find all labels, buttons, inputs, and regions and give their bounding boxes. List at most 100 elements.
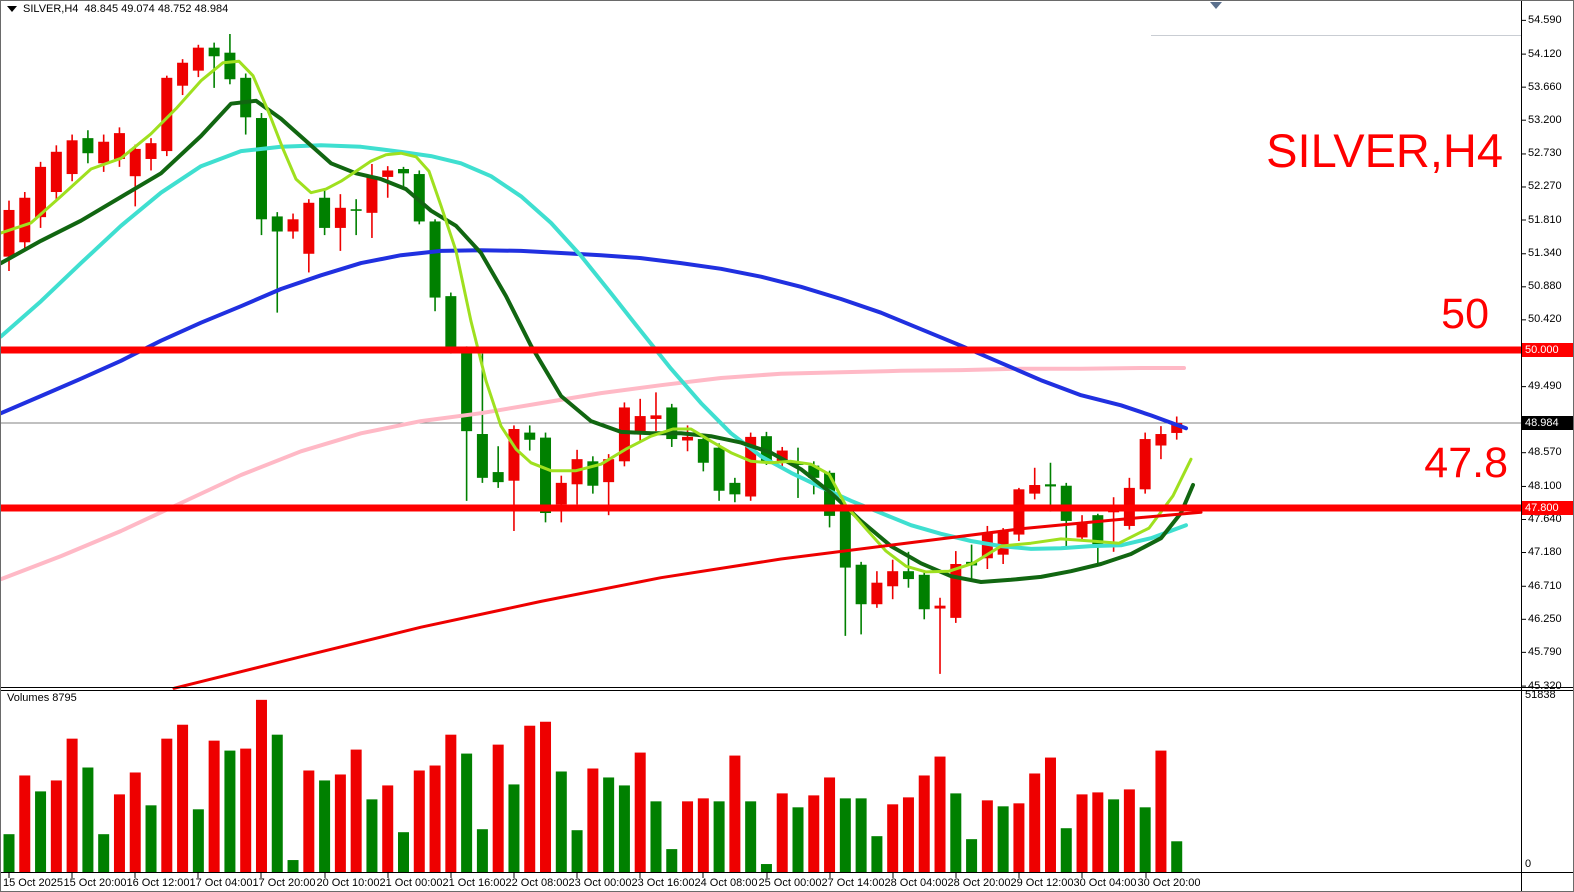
volume-bar (492, 744, 504, 872)
ohlc-readout: 48.845 49.074 48.752 48.984 (84, 3, 229, 15)
candle-body (145, 143, 157, 159)
time-tick-label: 22 Oct 08:00 (505, 877, 569, 889)
candle-body (666, 407, 678, 440)
candle-body (303, 202, 315, 254)
horizontal-level-line[interactable] (1, 346, 1521, 354)
price-tick-label: 54.590 (1528, 13, 1562, 26)
candle-body (587, 461, 599, 486)
candle-body (382, 170, 394, 177)
volume-indicator-label: Volumes 8795 (7, 692, 77, 704)
volume-bar (824, 777, 836, 872)
candle-body (950, 564, 962, 618)
symbol-timeframe: SILVER,H4 (23, 3, 79, 15)
candle-body (492, 472, 504, 483)
horizontal-level-line[interactable] (1, 504, 1521, 512)
time-tick-label: 15 Oct 2025 (3, 877, 63, 889)
volume-bars (3, 699, 1183, 872)
volume-bar (729, 755, 741, 872)
volume-bar (350, 749, 362, 872)
volume-bar (666, 849, 678, 872)
volume-bar (1155, 750, 1167, 872)
volume-bar (161, 738, 173, 872)
volume-bar (1092, 792, 1104, 872)
price-tick-label: 51.810 (1528, 213, 1562, 226)
price-tick-label: 46.250 (1528, 612, 1562, 625)
volume-bar (808, 795, 820, 872)
volume-bar (555, 771, 567, 872)
candle-body (208, 47, 220, 57)
time-tick-label: 23 Oct 00:00 (568, 877, 632, 889)
candle-body (713, 447, 725, 491)
volume-bar (650, 801, 662, 872)
scroll-marker-icon[interactable] (1210, 2, 1222, 9)
candle-body (113, 133, 125, 159)
candle-body (66, 140, 78, 175)
volume-bar (413, 770, 425, 872)
volume-bar (1108, 799, 1120, 872)
candle-body (461, 349, 473, 432)
volume-bar (240, 748, 252, 872)
candle-body (98, 141, 110, 164)
price-axis-ticks (1521, 19, 1526, 687)
volume-bar (871, 836, 883, 872)
volume-bar (445, 734, 457, 872)
candle-body (555, 482, 567, 505)
volume-bar (1060, 828, 1072, 872)
candle-body (603, 459, 615, 483)
chart-title: SILVER,H4 48.845 49.074 48.752 48.984 (7, 3, 228, 15)
volume-bar (192, 809, 204, 872)
time-tick-label: 21 Oct 00:00 (379, 877, 443, 889)
candle-body (35, 166, 47, 218)
candle-body (745, 436, 757, 497)
candle-body (524, 432, 536, 440)
volume-bar (461, 753, 473, 872)
volume-bar (950, 793, 962, 872)
candle-body (19, 197, 31, 243)
candle-body (918, 574, 930, 610)
price-tick-label: 45.320 (1528, 679, 1562, 692)
volume-bar (129, 772, 141, 872)
candle-body (871, 582, 883, 605)
volume-bar (760, 864, 772, 872)
time-tick-label: 30 Oct 20:00 (1137, 877, 1201, 889)
time-tick-label: 29 Oct 12:00 (1010, 877, 1074, 889)
candle-body (682, 436, 694, 441)
volume-bar (981, 800, 993, 872)
candle-body (997, 530, 1009, 555)
candle-body (161, 77, 173, 152)
annotation-level-50: 50 (1441, 290, 1489, 338)
time-axis-ticks (8, 873, 1147, 878)
volume-bar (224, 750, 236, 872)
volume-bar (713, 801, 725, 872)
volume-bar (587, 768, 599, 872)
candle-body (240, 77, 252, 118)
volume-bar (271, 734, 283, 872)
volume-bar (997, 806, 1009, 872)
time-tick-label: 23 Oct 16:00 (631, 877, 695, 889)
volume-bar (1139, 807, 1151, 872)
symbol-watermark: SILVER,H4 (1266, 124, 1503, 177)
ma-lime-fast (1, 59, 1193, 574)
price-tick-label: 48.100 (1528, 479, 1562, 492)
volume-bar (145, 805, 157, 872)
candle-body (224, 52, 236, 80)
price-tick-label: 51.340 (1528, 247, 1562, 260)
price-tick-label: 53.660 (1528, 80, 1562, 93)
volume-bar (366, 799, 378, 872)
candle-body (1076, 522, 1088, 538)
volume-bar (398, 832, 409, 872)
volume-bar (745, 801, 757, 872)
price-badge-47.800: 47.800 (1522, 500, 1573, 515)
candle-body (934, 605, 946, 609)
volume-bar (287, 860, 299, 872)
candle-body (729, 482, 741, 495)
time-tick-label: 16 Oct 12:00 (126, 877, 190, 889)
volume-bar (1044, 757, 1056, 872)
symbol-dropdown-icon[interactable] (7, 6, 17, 12)
candle-body (398, 169, 409, 174)
candle-body (1139, 439, 1151, 490)
volume-bar (255, 699, 267, 872)
candle-body (255, 118, 267, 220)
candle-body (1060, 485, 1072, 521)
